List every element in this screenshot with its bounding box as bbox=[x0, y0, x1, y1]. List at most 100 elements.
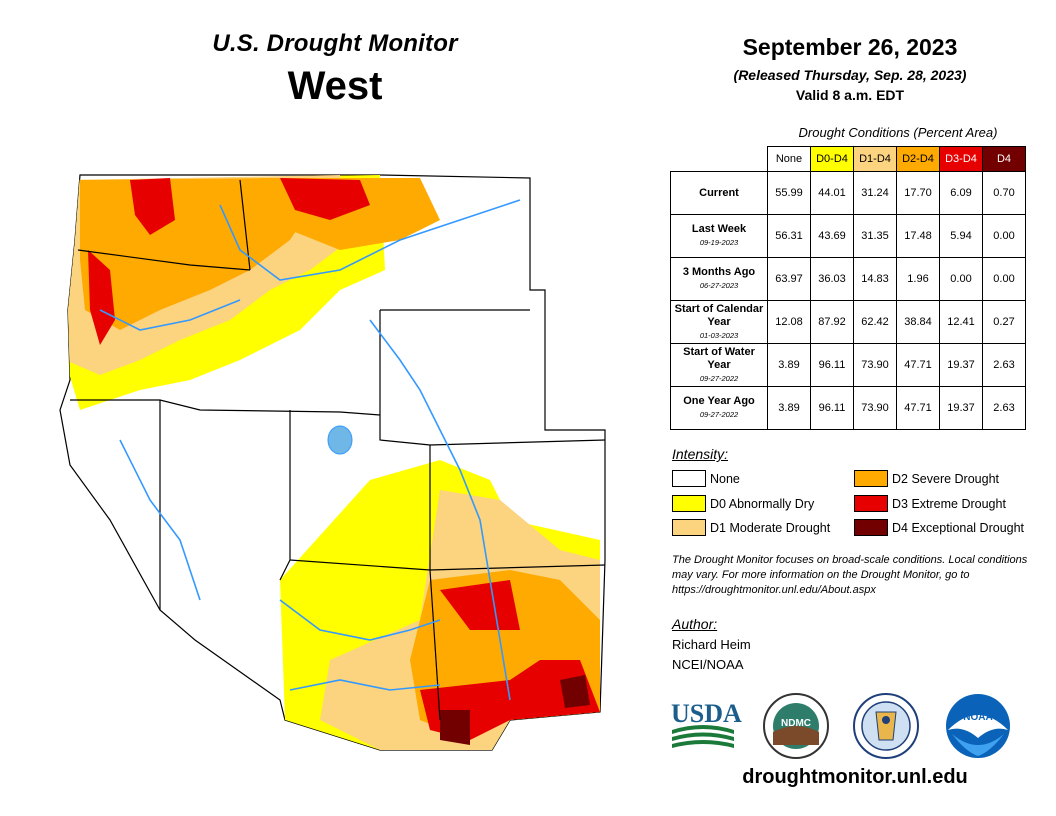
cell-value: 73.90 bbox=[853, 386, 897, 430]
legend-swatch-d4 bbox=[854, 519, 888, 536]
row-date: 09-27-2022 bbox=[699, 410, 739, 419]
cell-value: 12.41 bbox=[939, 300, 983, 344]
conditions-table-body: Current 55.99 44.01 31.24 17.70 6.09 0.70 Last … bbox=[670, 171, 1026, 430]
row-label: Current bbox=[670, 171, 768, 215]
cell-value: 63.97 bbox=[767, 257, 811, 301]
row-label-text: One Year Ago bbox=[683, 395, 755, 407]
ndmc-logo: NDMC bbox=[763, 693, 829, 759]
ndmc-logo-text: NDMC bbox=[781, 718, 811, 729]
release-date: (Released Thursday, Sep. 28, 2023) bbox=[733, 67, 967, 83]
cell-value: 87.92 bbox=[810, 300, 854, 344]
cell-value: 19.37 bbox=[939, 386, 983, 430]
legend-label-d3: D3 Extreme Drought bbox=[892, 496, 1006, 511]
row-label-text: Last Week bbox=[691, 223, 747, 235]
row-date: 09-27-2022 bbox=[699, 373, 739, 383]
d1-area-colorado-south bbox=[440, 500, 520, 550]
cell-value: 38.84 bbox=[896, 300, 940, 344]
cell-value: 2.63 bbox=[982, 343, 1026, 387]
map-supertitle: U.S. Drought Monitor bbox=[212, 30, 458, 57]
row-label-text: Start of Calendar Year bbox=[674, 302, 764, 328]
legend-item-none: None bbox=[672, 470, 740, 487]
noaa-logo: NOAA bbox=[946, 694, 1010, 758]
d4-area-newmexico-southwest bbox=[440, 710, 470, 745]
legend-label-d1: D1 Moderate Drought bbox=[710, 520, 831, 535]
cell-value: 56.31 bbox=[767, 214, 811, 258]
cell-value: 3.89 bbox=[767, 343, 811, 387]
conditions-header-row: None D0-D4 D1-D4 D2-D4 D3-D4 D4 bbox=[670, 146, 1026, 172]
cell-value: 12.08 bbox=[767, 300, 811, 344]
legend-label-d2: D2 Severe Drought bbox=[892, 471, 1000, 486]
row-label-text: 3 Months Ago bbox=[682, 266, 756, 278]
legend-item-d0: D0 Abnormally Dry bbox=[672, 495, 814, 512]
d3-area-oregon bbox=[88, 250, 115, 345]
author-title: Author: bbox=[672, 616, 718, 632]
conditions-row: 3 Months Ago 06-27-2023 63.97 36.03 14.83 1.9… bbox=[670, 257, 1026, 301]
col-header-d1-d4: D1-D4 bbox=[853, 146, 897, 172]
date-block: September 26, 2023 (Released Thursday, S… bbox=[690, 34, 1010, 103]
usda-logo: USDA bbox=[671, 699, 742, 748]
author-name: Richard Heim bbox=[672, 637, 751, 652]
row-date: 06-27-2023 bbox=[699, 281, 739, 290]
row-label: Start of Water Year 09-27-2022 bbox=[670, 343, 768, 387]
rivers bbox=[99, 199, 521, 701]
row-label-text: Start of Water Year bbox=[683, 345, 755, 371]
cell-value: 43.69 bbox=[810, 214, 854, 258]
cell-value: 96.11 bbox=[810, 386, 854, 430]
legend-swatch-d1 bbox=[672, 519, 706, 536]
cell-value: 31.24 bbox=[853, 171, 897, 215]
author-org: NCEI/NOAA bbox=[672, 657, 744, 672]
cell-value: 31.35 bbox=[853, 214, 897, 258]
cell-value: 47.71 bbox=[896, 386, 940, 430]
row-label-text: Current bbox=[699, 186, 739, 199]
cell-value: 0.00 bbox=[982, 257, 1026, 301]
row-label: One Year Ago 09-27-2022 bbox=[670, 386, 768, 430]
intensity-legend: None D0 Abnormally Dry D1 Moderate Droug… bbox=[672, 470, 1042, 540]
header-blank bbox=[670, 146, 768, 172]
col-header-none: None bbox=[767, 146, 811, 172]
cell-value: 44.01 bbox=[810, 171, 854, 215]
cell-value: 6.09 bbox=[939, 171, 983, 215]
cell-value: 1.96 bbox=[896, 257, 940, 301]
row-date: 01-03-2023 bbox=[699, 330, 739, 340]
footer-url[interactable]: droughtmonitor.unl.edu bbox=[742, 766, 968, 788]
cell-value: 0.70 bbox=[982, 171, 1026, 215]
legend-swatch-none bbox=[672, 470, 706, 487]
intensity-title: Intensity: bbox=[672, 446, 729, 462]
row-label: Last Week 09-19-2023 bbox=[670, 214, 768, 258]
legend-label-none: None bbox=[710, 471, 740, 486]
cell-value: 0.00 bbox=[982, 214, 1026, 258]
map-region-title: West bbox=[287, 64, 383, 108]
cell-value: 17.48 bbox=[896, 214, 940, 258]
cell-value: 55.99 bbox=[767, 171, 811, 215]
title-block: U.S. Drought Monitor West bbox=[170, 30, 500, 109]
col-header-d0-d4: D0-D4 bbox=[810, 146, 854, 172]
col-header-d4: D4 bbox=[982, 146, 1026, 172]
state-boundaries bbox=[70, 179, 606, 721]
d4-area-newmexico-southeast bbox=[560, 675, 590, 708]
d3-area-washington bbox=[130, 178, 175, 235]
col-header-d3-d4: D3-D4 bbox=[939, 146, 983, 172]
drought-map bbox=[59, 174, 606, 751]
conditions-row: Start of Water Year 09-27-2022 3.89 96.11 73… bbox=[670, 343, 1026, 387]
map-date: September 26, 2023 bbox=[742, 34, 958, 60]
legend-item-d2: D2 Severe Drought bbox=[854, 470, 999, 487]
d3-area-newmexico-north bbox=[440, 580, 520, 630]
cell-value: 5.94 bbox=[939, 214, 983, 258]
cell-value: 36.03 bbox=[810, 257, 854, 301]
row-label: 3 Months Ago 06-27-2023 bbox=[670, 257, 768, 301]
disclaimer-note: The Drought Monitor focuses on broad-sca… bbox=[672, 554, 1028, 596]
agency-logos: USDA NDMC NOAA bbox=[671, 693, 1010, 759]
row-label: Start of Calendar Year 01-03-2023 bbox=[670, 300, 768, 344]
legend-label-d4: D4 Exceptional Drought bbox=[892, 520, 1025, 535]
legend-item-d4: D4 Exceptional Drought bbox=[854, 519, 1024, 536]
cell-value: 62.42 bbox=[853, 300, 897, 344]
legend-item-d3: D3 Extreme Drought bbox=[854, 495, 1006, 512]
cell-value: 0.00 bbox=[939, 257, 983, 301]
legend-item-d1: D1 Moderate Drought bbox=[672, 519, 830, 536]
col-header-d2-d4: D2-D4 bbox=[896, 146, 940, 172]
conditions-row: Current 55.99 44.01 31.24 17.70 6.09 0.70 bbox=[670, 171, 1026, 215]
cell-value: 73.90 bbox=[853, 343, 897, 387]
conditions-row: One Year Ago 09-27-2022 3.89 96.11 73.90 47.7… bbox=[670, 386, 1026, 430]
conditions-row: Last Week 09-19-2023 56.31 43.69 31.35 17.48 5… bbox=[670, 214, 1026, 258]
commerce-seal-logo bbox=[853, 693, 919, 759]
